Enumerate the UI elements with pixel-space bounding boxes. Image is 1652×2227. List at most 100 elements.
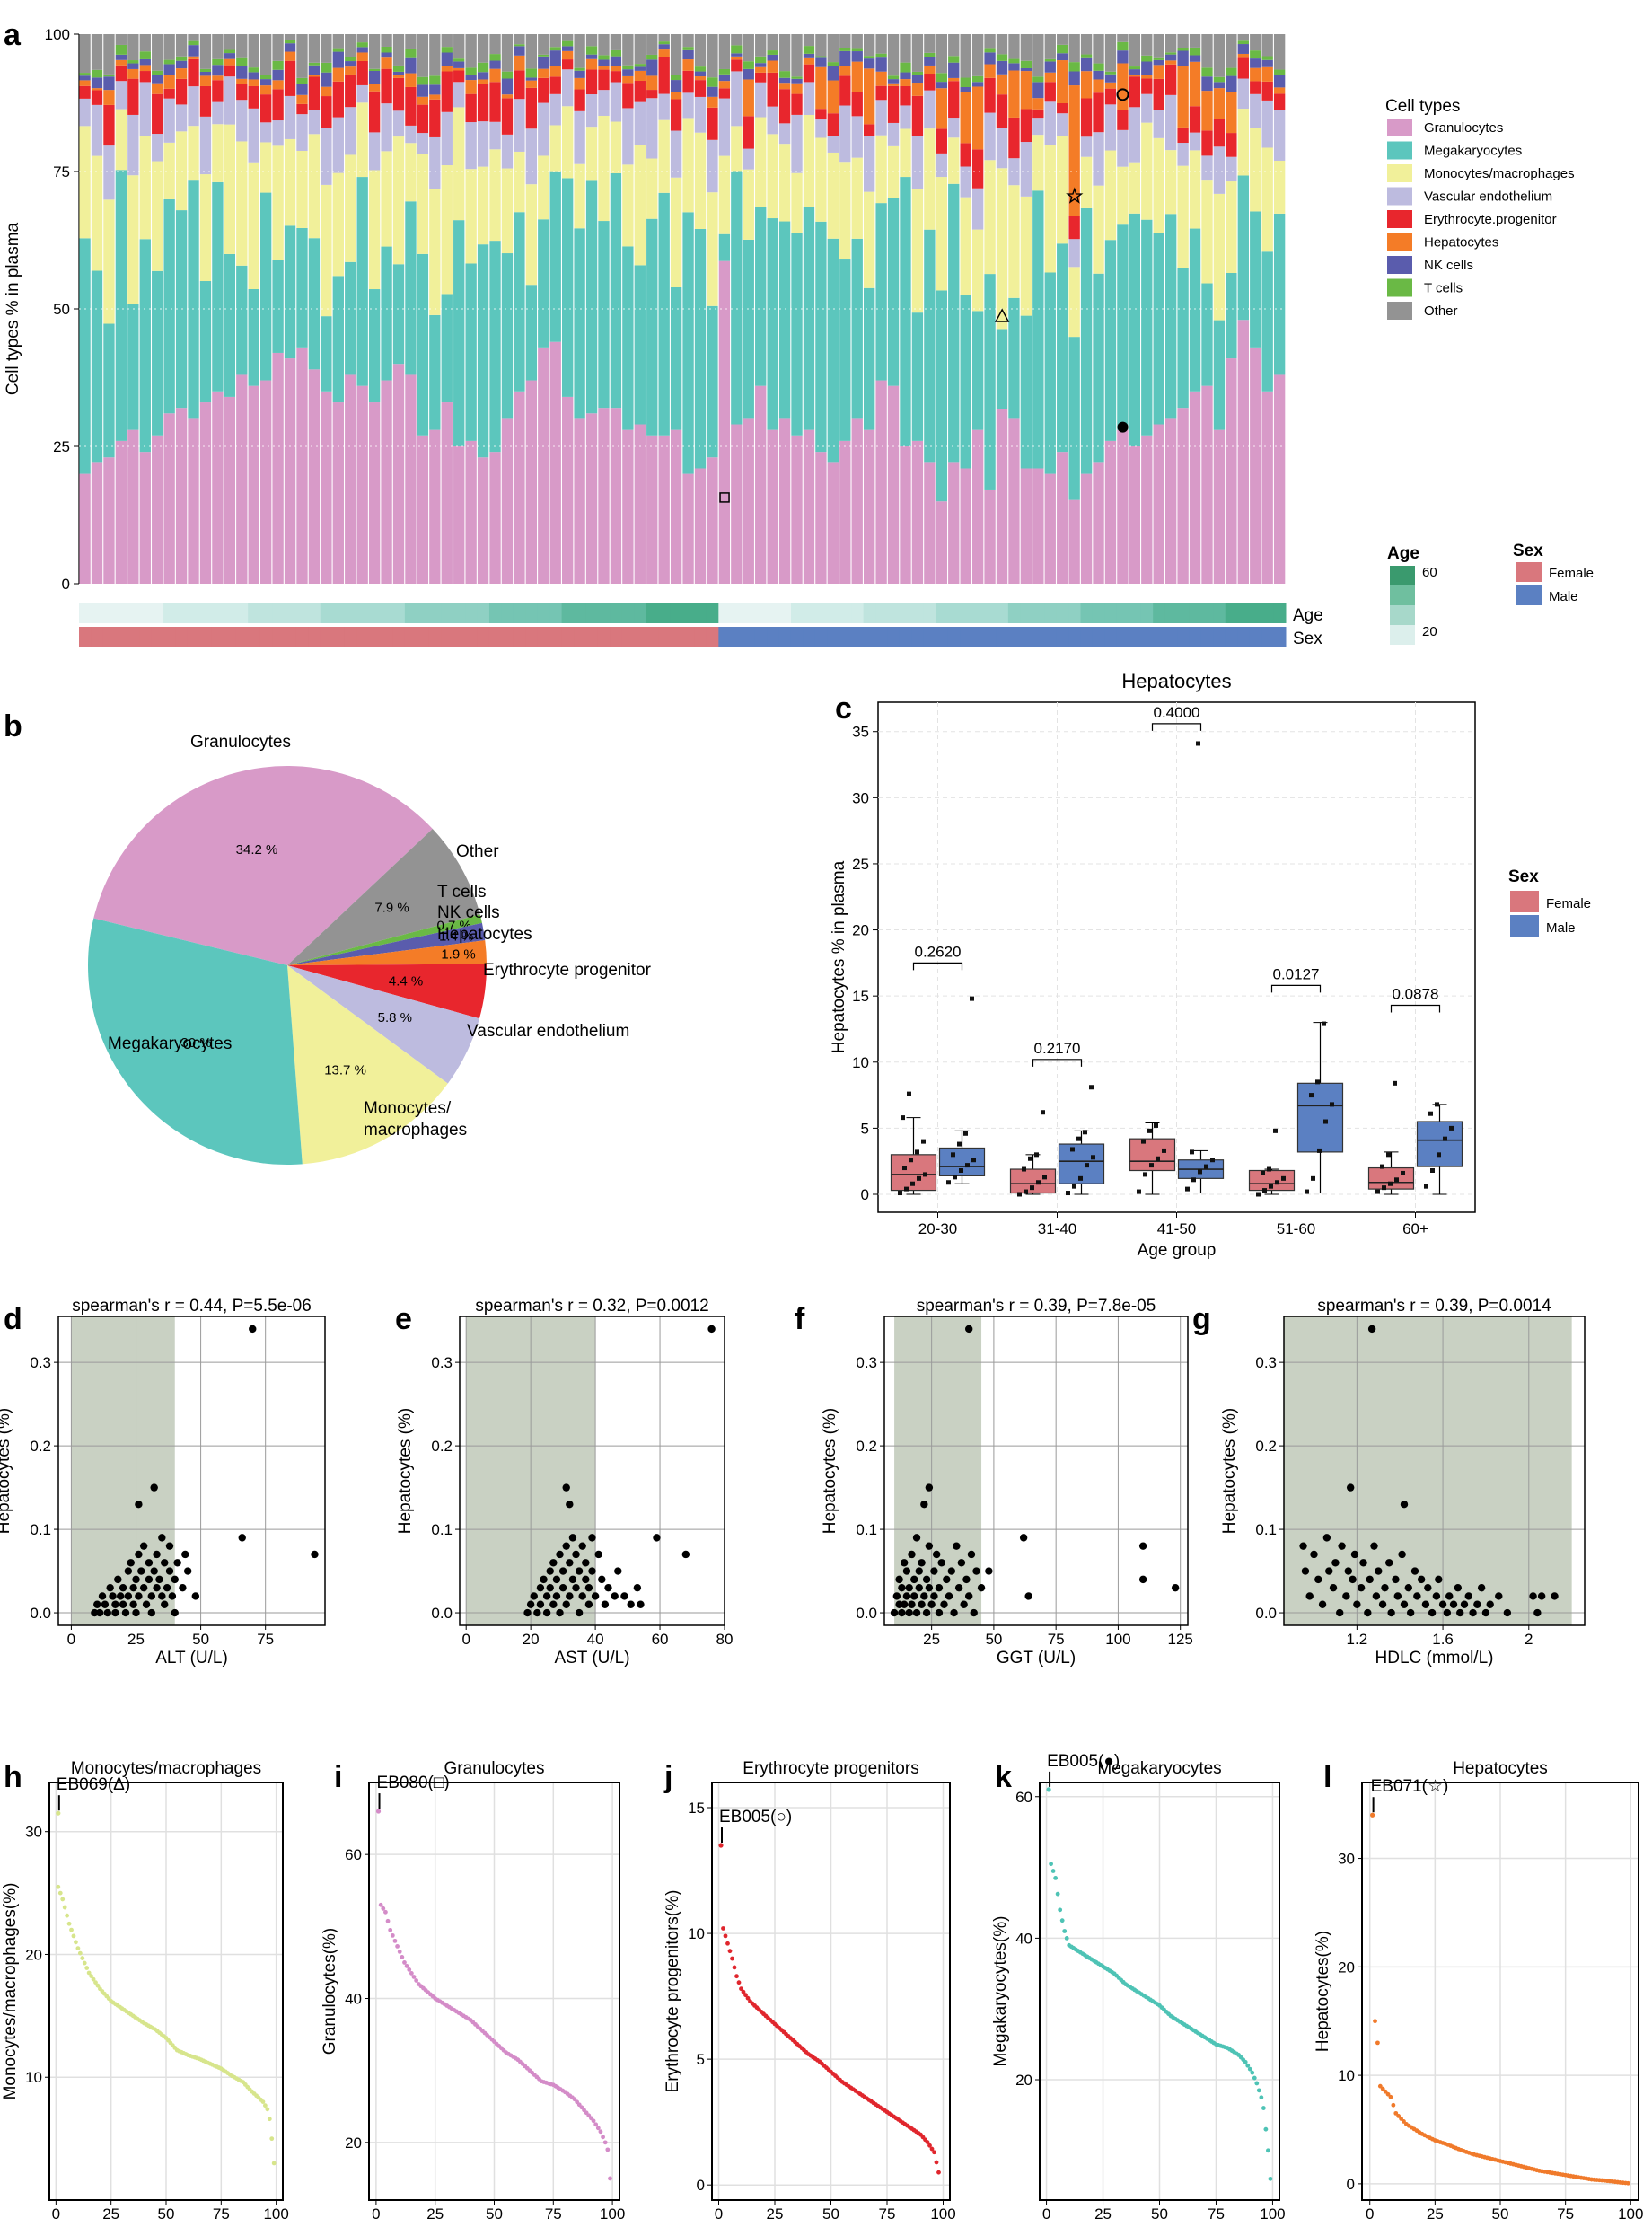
bar-segment [199,281,212,403]
age-track-cell [743,603,756,623]
scatter-point [93,1600,101,1608]
x-tick-label: 100 [600,2205,625,2223]
bar-segment [731,126,743,172]
bar-segment [248,85,259,109]
bar-segment [115,170,127,441]
rank-point [1388,2094,1393,2099]
scatter-point [943,1575,951,1584]
pie-label: Megakaryocytes [108,1034,232,1053]
bar-segment [489,452,501,584]
bar-segment [646,158,658,219]
age-track-cell [803,603,816,623]
bar-segment [549,171,561,342]
box-point [1256,1192,1261,1197]
sex-track-cell [1056,627,1069,647]
bar-segment [1213,193,1226,321]
scatter-point [1432,1592,1441,1600]
sex-track-cell [597,627,611,647]
bar-segment [284,358,296,584]
bar-segment [549,125,561,172]
scatter-point [910,1575,918,1584]
bar-segment [139,65,151,72]
box-point [1198,1169,1202,1175]
bar-segment [610,66,622,72]
bar-segment [392,264,405,365]
bar-segment [538,54,549,57]
age-track-cell [971,603,985,623]
bar-segment [152,83,163,94]
x-tick-label: 75 [257,1631,274,1648]
bar-segment [960,166,971,198]
box-point [1204,1164,1208,1169]
bar-segment [585,180,598,414]
bar-segment [1068,267,1080,338]
bar-segment [236,374,248,584]
box-point [1401,1170,1405,1175]
bar-segment [791,34,803,77]
box-point [1024,1189,1028,1194]
bar-segment [272,260,284,353]
box-point [1041,1110,1045,1115]
scatter-point [1329,1583,1338,1592]
rank-point [1247,2066,1252,2072]
scatter-point [953,1542,961,1550]
x-tick-label: 75 [213,2205,230,2223]
legend-swatch [1387,119,1412,136]
pie-percent: 4.4 % [389,973,423,989]
bar-segment [1213,88,1226,119]
rank-point [397,1950,402,1954]
bar-segment [465,67,477,75]
age-track-cell [1237,603,1251,623]
scatter-point [158,1592,166,1600]
rank-point [1375,2040,1380,2046]
chart-title: spearman's r = 0.39, P=7.8e-05 [917,1297,1156,1316]
bar-segment [718,233,731,261]
bar-segment [924,57,936,66]
scatter-point [106,1583,114,1592]
box-point [1022,1166,1026,1172]
age-track-cell [984,603,997,623]
bar-segment [296,347,308,584]
scatter-point [591,1592,600,1600]
panel-label-b: b [4,709,22,744]
rank-point [1377,2083,1383,2089]
pie-percent: 7.9 % [374,900,409,915]
bar-segment [514,55,525,71]
rank-point [1261,2106,1266,2110]
age-track-cell [682,603,695,623]
bar-segment [1250,50,1261,59]
bar-segment [1250,67,1261,82]
bar-segment [199,71,212,76]
bar-segment [815,57,827,67]
x-tick-label: 0 [372,2205,380,2223]
pie-slice [93,766,433,965]
bar-segment [79,34,91,74]
bar-segment [1177,127,1189,144]
bar-segment [236,265,248,375]
age-track-cell [851,603,865,623]
scatter-point [124,1592,133,1600]
x-tick-label: 50 [822,2205,839,2223]
rank-point [608,2176,612,2181]
legend-entry: Granulocytes [1424,120,1503,136]
bar-segment [163,64,175,75]
bar-segment [598,90,610,116]
bar-segment [851,238,863,419]
box-point [923,1172,927,1177]
rank-point-top [1046,1787,1051,1792]
bar-segment [1104,74,1117,83]
bar-segment [127,34,139,61]
y-tick-label: 25 [53,438,70,455]
scatter-point [954,1583,963,1592]
bar-segment [152,34,163,71]
rank-point [1263,2126,1269,2132]
bar-segment [731,59,743,72]
bar-segment [1117,166,1129,225]
bar-segment [1201,91,1213,131]
bar-segment [743,169,754,240]
bar-segment [1237,53,1249,58]
pie-slice [287,914,482,965]
bar-segment [622,75,634,84]
bar-segment [368,68,381,72]
bar-segment [1044,101,1056,145]
